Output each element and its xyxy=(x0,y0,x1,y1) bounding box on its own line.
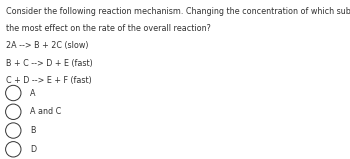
Text: B + C --> D + E (fast): B + C --> D + E (fast) xyxy=(6,59,93,68)
Text: B: B xyxy=(30,126,35,135)
Text: Consider the following reaction mechanism. Changing the concentration of which s: Consider the following reaction mechanis… xyxy=(6,7,350,16)
Text: 2A --> B + 2C (slow): 2A --> B + 2C (slow) xyxy=(6,41,89,51)
Text: D: D xyxy=(30,145,36,154)
Text: A and C: A and C xyxy=(30,107,61,116)
Text: A: A xyxy=(30,89,35,97)
Text: C + D --> E + F (fast): C + D --> E + F (fast) xyxy=(6,76,92,85)
Text: the most effect on the rate of the overall reaction?: the most effect on the rate of the overa… xyxy=(6,24,211,33)
